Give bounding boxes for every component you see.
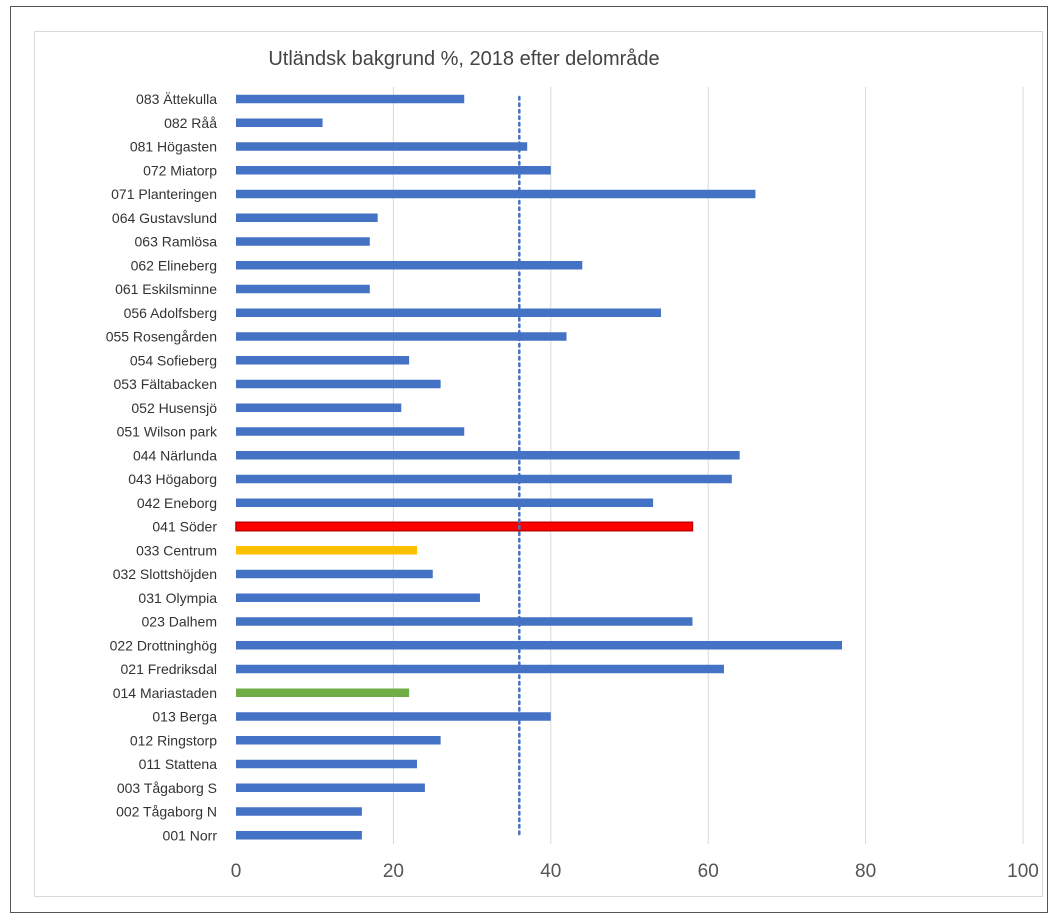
category-label: 071 Planteringen	[111, 186, 217, 202]
category-label: 012 Ringstorp	[130, 732, 217, 748]
category-label: 014 Mariastaden	[113, 685, 217, 701]
category-label: 032 Slottshöjden	[113, 566, 217, 582]
category-label: 064 Gustavslund	[112, 210, 217, 226]
category-label: 042 Eneborg	[137, 495, 217, 511]
bar	[236, 783, 425, 792]
x-tick-label: 0	[231, 861, 242, 882]
bar	[236, 569, 433, 579]
category-label: 001 Norr	[163, 827, 218, 843]
category-label: 022 Drottninghög	[110, 637, 217, 653]
bar	[236, 498, 654, 507]
category-label: 003 Tågaborg S	[117, 780, 217, 796]
category-label: 044 Närlunda	[133, 447, 217, 463]
bar	[236, 427, 465, 436]
x-tick-label: 100	[1007, 861, 1039, 882]
bar	[236, 118, 323, 127]
category-label: 054 Sofieberg	[130, 352, 217, 368]
chart-area: Utländsk bakgrund %, 2018 efter delområd…	[34, 31, 1043, 897]
category-label: 082 Råå	[164, 115, 217, 131]
x-tick-labels: 0 20 40 60 80 100	[231, 861, 1039, 882]
category-label: 023 Dalhem	[142, 614, 218, 630]
bar	[236, 664, 724, 674]
category-label: 072 Miatorp	[143, 162, 217, 178]
bar	[236, 807, 362, 816]
category-label: 061 Eskilsminne	[115, 281, 217, 297]
category-label: 055 Rosengården	[106, 329, 217, 345]
category-labels: 083 Ättekulla 082 Råå 081 Högasten 072 Miat…	[106, 91, 218, 843]
category-label: 041 Söder	[152, 519, 217, 535]
category-label: 011 Stattena	[139, 756, 218, 772]
category-label: 056 Adolfsberg	[124, 305, 217, 321]
category-label: 062 Elineberg	[131, 257, 217, 273]
category-label: 021 Fredriksdal	[121, 661, 218, 677]
chart-title: Utländsk bakgrund %, 2018 efter delområd…	[268, 48, 659, 70]
bar	[236, 403, 402, 412]
x-tick-label: 80	[855, 861, 876, 882]
bar	[236, 641, 842, 650]
gridlines	[392, 87, 1024, 844]
category-label: 051 Wilson park	[117, 424, 218, 440]
x-tick-label: 40	[540, 861, 561, 882]
category-label: 033 Centrum	[136, 542, 217, 558]
category-label: 013 Berga	[152, 709, 217, 725]
category-label: 053 Fältabacken	[113, 376, 217, 392]
chart-frame: Utländsk bakgrund %, 2018 efter delområd…	[10, 6, 1048, 913]
bar	[236, 593, 480, 602]
category-label: 002 Tågaborg N	[116, 804, 217, 820]
bar	[236, 284, 370, 294]
bar	[236, 546, 418, 555]
bar	[236, 166, 551, 175]
bar	[235, 521, 694, 532]
bar-chart: Utländsk bakgrund %, 2018 efter delområd…	[106, 48, 1039, 882]
bar	[236, 759, 418, 769]
bar	[236, 712, 551, 721]
category-label: 031 Olympia	[138, 590, 217, 606]
bar	[236, 332, 567, 341]
bar	[236, 94, 465, 104]
bar	[236, 831, 362, 840]
bar	[236, 379, 441, 389]
x-tick-label: 60	[698, 861, 719, 882]
category-label: 083 Ättekulla	[136, 91, 217, 107]
bar	[236, 261, 583, 270]
category-label: 052 Husensjö	[131, 400, 217, 416]
bar	[236, 213, 378, 222]
x-tick-label: 20	[383, 861, 404, 882]
bar	[236, 308, 661, 317]
bar	[236, 617, 693, 626]
category-label: 081 Högasten	[130, 139, 217, 155]
bar	[236, 237, 370, 246]
category-label: 043 Högaborg	[128, 471, 217, 487]
bar	[236, 451, 740, 460]
bar	[236, 142, 528, 151]
bar	[236, 356, 410, 365]
bar	[236, 474, 732, 484]
bars	[235, 94, 842, 840]
category-label: 063 Ramlösa	[135, 234, 218, 250]
bar	[236, 736, 441, 745]
bar	[236, 189, 756, 199]
bar	[236, 688, 410, 697]
